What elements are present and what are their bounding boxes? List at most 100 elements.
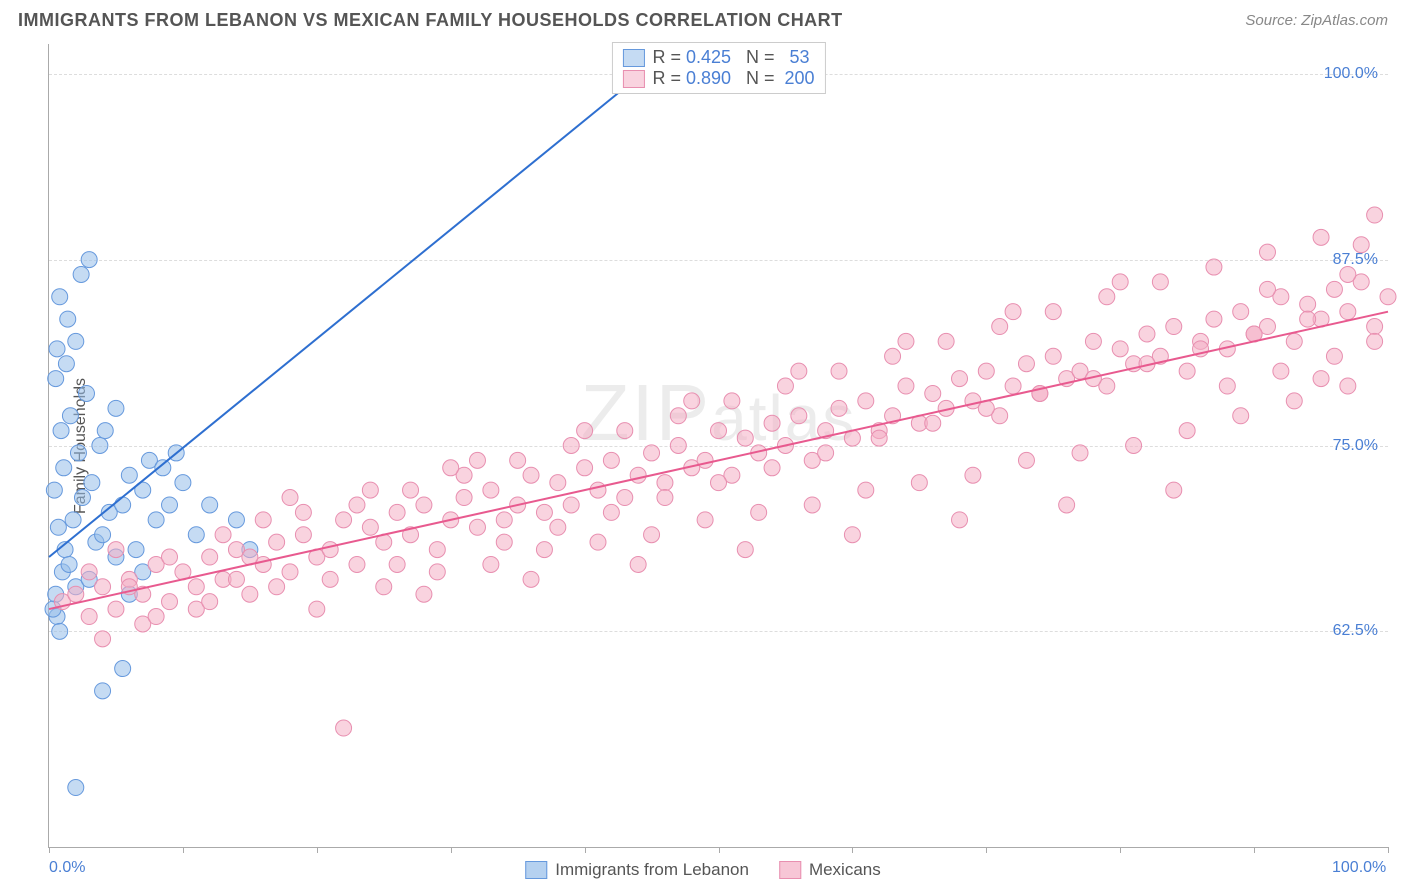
data-point	[496, 534, 512, 550]
data-point	[898, 378, 914, 394]
legend-item: Immigrants from Lebanon	[525, 860, 749, 880]
data-point	[670, 438, 686, 454]
x-tick	[1388, 847, 1389, 853]
source-attribution: Source: ZipAtlas.com	[1245, 12, 1388, 29]
legend-stats-row: R = 0.425 N = 53	[622, 47, 814, 68]
data-point	[52, 623, 68, 639]
data-point	[50, 519, 66, 535]
data-point	[1112, 341, 1128, 357]
data-point	[1179, 423, 1195, 439]
data-point	[563, 438, 579, 454]
data-point	[684, 393, 700, 409]
data-point	[202, 549, 218, 565]
data-point	[188, 527, 204, 543]
data-point	[1273, 363, 1289, 379]
data-point	[1259, 281, 1275, 297]
data-point	[115, 497, 131, 513]
data-point	[81, 609, 97, 625]
data-point	[336, 720, 352, 736]
data-point	[577, 423, 593, 439]
data-point	[97, 423, 113, 439]
data-point	[74, 490, 90, 506]
data-point	[95, 683, 111, 699]
data-point	[523, 571, 539, 587]
data-point	[737, 430, 753, 446]
data-point	[1085, 333, 1101, 349]
data-point	[1300, 296, 1316, 312]
data-point	[563, 497, 579, 513]
data-point	[1233, 408, 1249, 424]
series-legend: Immigrants from Lebanon Mexicans	[525, 860, 881, 880]
data-point	[657, 490, 673, 506]
data-point	[108, 400, 124, 416]
data-point	[590, 534, 606, 550]
data-point	[590, 482, 606, 498]
data-point	[952, 371, 968, 387]
data-point	[62, 408, 78, 424]
data-point	[1300, 311, 1316, 327]
data-point	[1286, 393, 1302, 409]
x-tick	[986, 847, 987, 853]
data-point	[965, 467, 981, 483]
data-point	[1018, 452, 1034, 468]
data-point	[617, 490, 633, 506]
data-point	[282, 490, 298, 506]
data-point	[670, 408, 686, 424]
data-point	[1326, 281, 1342, 297]
data-point	[68, 333, 84, 349]
data-point	[1045, 348, 1061, 364]
data-point	[1313, 229, 1329, 245]
data-point	[336, 512, 352, 528]
data-point	[925, 385, 941, 401]
data-point	[148, 512, 164, 528]
data-point	[46, 482, 62, 498]
data-point	[84, 475, 100, 491]
data-point	[1166, 482, 1182, 498]
data-point	[764, 415, 780, 431]
data-point	[73, 266, 89, 282]
data-point	[456, 490, 472, 506]
data-point	[362, 482, 378, 498]
data-point	[644, 527, 660, 543]
data-point	[121, 467, 137, 483]
data-point	[885, 348, 901, 364]
chart-container: Family Households 62.5%75.0%87.5%100.0% …	[48, 44, 1388, 848]
data-point	[818, 445, 834, 461]
data-point	[115, 661, 131, 677]
correlation-legend: R = 0.425 N = 53R = 0.890 N = 200	[611, 42, 825, 94]
data-point	[362, 519, 378, 535]
data-point	[550, 519, 566, 535]
legend-item: Mexicans	[779, 860, 881, 880]
data-point	[309, 601, 325, 617]
data-point	[858, 393, 874, 409]
x-tick	[317, 847, 318, 853]
data-point	[978, 363, 994, 379]
data-point	[858, 482, 874, 498]
data-point	[1233, 304, 1249, 320]
data-point	[1206, 311, 1222, 327]
scatter-plot	[49, 44, 1388, 847]
data-point	[483, 556, 499, 572]
data-point	[1126, 438, 1142, 454]
data-point	[751, 504, 767, 520]
trend-line	[49, 44, 678, 557]
data-point	[536, 542, 552, 558]
data-point	[95, 527, 111, 543]
data-point	[202, 594, 218, 610]
data-point	[617, 423, 633, 439]
data-point	[1353, 237, 1369, 253]
data-point	[108, 601, 124, 617]
data-point	[469, 519, 485, 535]
data-point	[81, 252, 97, 268]
data-point	[389, 504, 405, 520]
data-point	[871, 430, 887, 446]
data-point	[48, 371, 64, 387]
x-tick	[451, 847, 452, 853]
data-point	[1005, 304, 1021, 320]
data-point	[228, 571, 244, 587]
data-point	[644, 445, 660, 461]
data-point	[992, 319, 1008, 335]
legend-stats-row: R = 0.890 N = 200	[622, 68, 814, 89]
header: IMMIGRANTS FROM LEBANON VS MEXICAN FAMIL…	[0, 0, 1406, 39]
data-point	[844, 527, 860, 543]
